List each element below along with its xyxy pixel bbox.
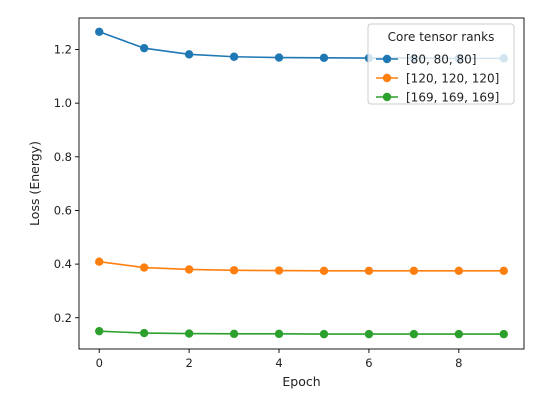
data-point xyxy=(274,329,284,339)
data-point xyxy=(319,53,329,63)
data-point xyxy=(184,50,194,59)
legend-box xyxy=(367,23,515,105)
legend-entry-label: [169, 169, 169] xyxy=(406,91,499,105)
y-tick-label: 1.0 xyxy=(54,96,72,110)
plot-frame xyxy=(78,17,525,350)
legend-marker-swatch xyxy=(382,73,392,83)
data-point xyxy=(184,265,194,274)
x-tick-label: 2 xyxy=(185,356,192,370)
data-point xyxy=(95,257,104,266)
data-point xyxy=(364,266,374,276)
legend: Core tensor ranks [80, 80, 80] [120, 120, … xyxy=(367,23,515,105)
data-point xyxy=(454,329,464,339)
x-tick-label: 4 xyxy=(275,356,282,370)
data-point xyxy=(184,329,194,338)
data-point xyxy=(499,329,508,339)
legend-entry-label: [120, 120, 120] xyxy=(406,72,499,86)
data-point xyxy=(95,326,104,336)
y-tick-label: 0.8 xyxy=(54,150,72,164)
data-point xyxy=(319,329,329,339)
legend-marker-swatch xyxy=(382,92,392,102)
data-point xyxy=(274,266,284,275)
data-point xyxy=(95,27,104,37)
data-point xyxy=(139,263,149,272)
legend-marker-swatch xyxy=(382,54,392,64)
data-point xyxy=(139,43,149,53)
series-layer xyxy=(95,27,508,339)
data-point xyxy=(409,266,419,276)
y-tick-label: 0.2 xyxy=(54,311,72,325)
y-axis: 0.2 0.4 0.6 0.8 1.0 1.2 xyxy=(54,43,79,325)
x-tick-label: 0 xyxy=(96,356,103,370)
x-axis-label: Epoch xyxy=(282,374,320,389)
data-point xyxy=(364,329,374,339)
data-point xyxy=(499,266,508,276)
legend-entry-label: [80, 80, 80] xyxy=(406,53,476,67)
data-point xyxy=(319,266,329,276)
y-tick-label: 0.4 xyxy=(54,257,72,271)
data-point xyxy=(229,266,239,275)
y-axis-label: Loss (Energy) xyxy=(27,141,42,226)
data-point xyxy=(409,329,419,339)
series-line-2 xyxy=(99,260,504,272)
series-line-3 xyxy=(99,330,504,335)
x-tick-label: 8 xyxy=(455,356,462,370)
data-point xyxy=(454,266,464,276)
data-point xyxy=(139,328,149,338)
legend-title: Core tensor ranks xyxy=(388,30,495,44)
x-tick-label: 6 xyxy=(365,356,372,370)
data-point xyxy=(229,52,239,61)
y-tick-label: 0.6 xyxy=(54,203,72,217)
data-point xyxy=(274,53,284,62)
data-point xyxy=(229,329,239,339)
y-tick-label: 1.2 xyxy=(54,43,72,57)
x-axis: 0 2 4 6 8 xyxy=(96,349,462,370)
